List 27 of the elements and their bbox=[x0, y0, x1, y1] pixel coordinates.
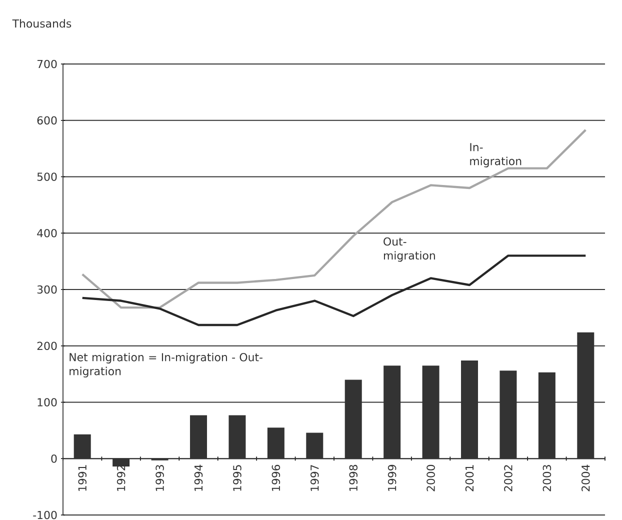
y-tick-label: 400 bbox=[37, 228, 57, 238]
y-tick-label: 100 bbox=[38, 398, 57, 406]
y-tick-label: 700 bbox=[37, 60, 57, 68]
x-tick-label: 1994 bbox=[194, 464, 203, 491]
series-label: Out-migration bbox=[384, 237, 435, 262]
y-tick-label: 600 bbox=[37, 116, 57, 125]
x-tick-label: 1997 bbox=[310, 465, 319, 491]
y-tick-label: 0 bbox=[51, 454, 57, 463]
x-tick-label: 2004 bbox=[582, 464, 590, 492]
series-label: In-migration bbox=[470, 143, 522, 168]
line-series bbox=[81, 128, 587, 309]
y-tick-label: 300 bbox=[37, 285, 57, 294]
x-tick-label: 1991 bbox=[78, 465, 86, 491]
y-tick-label: 500 bbox=[37, 172, 57, 181]
x-tick-label: 2003 bbox=[542, 465, 552, 492]
x-tick-label: 1999 bbox=[388, 464, 396, 491]
y-tick-label: 200 bbox=[37, 342, 57, 350]
x-tick-label: 2001 bbox=[465, 465, 474, 492]
x-tick-label: 1993 bbox=[156, 465, 164, 491]
x-tick-label: 1996 bbox=[272, 464, 280, 491]
x-tick-label: 1995 bbox=[233, 465, 242, 491]
x-tick-label: 1998 bbox=[349, 464, 358, 491]
x-tick-label: 2002 bbox=[504, 465, 512, 492]
annotation: Net migration = In-migration - Out-migration bbox=[70, 352, 262, 378]
y-tick-label: -100 bbox=[33, 510, 57, 520]
y-axis-title: Thousands bbox=[12, 19, 72, 28]
x-tick-label: 2000 bbox=[426, 464, 435, 492]
